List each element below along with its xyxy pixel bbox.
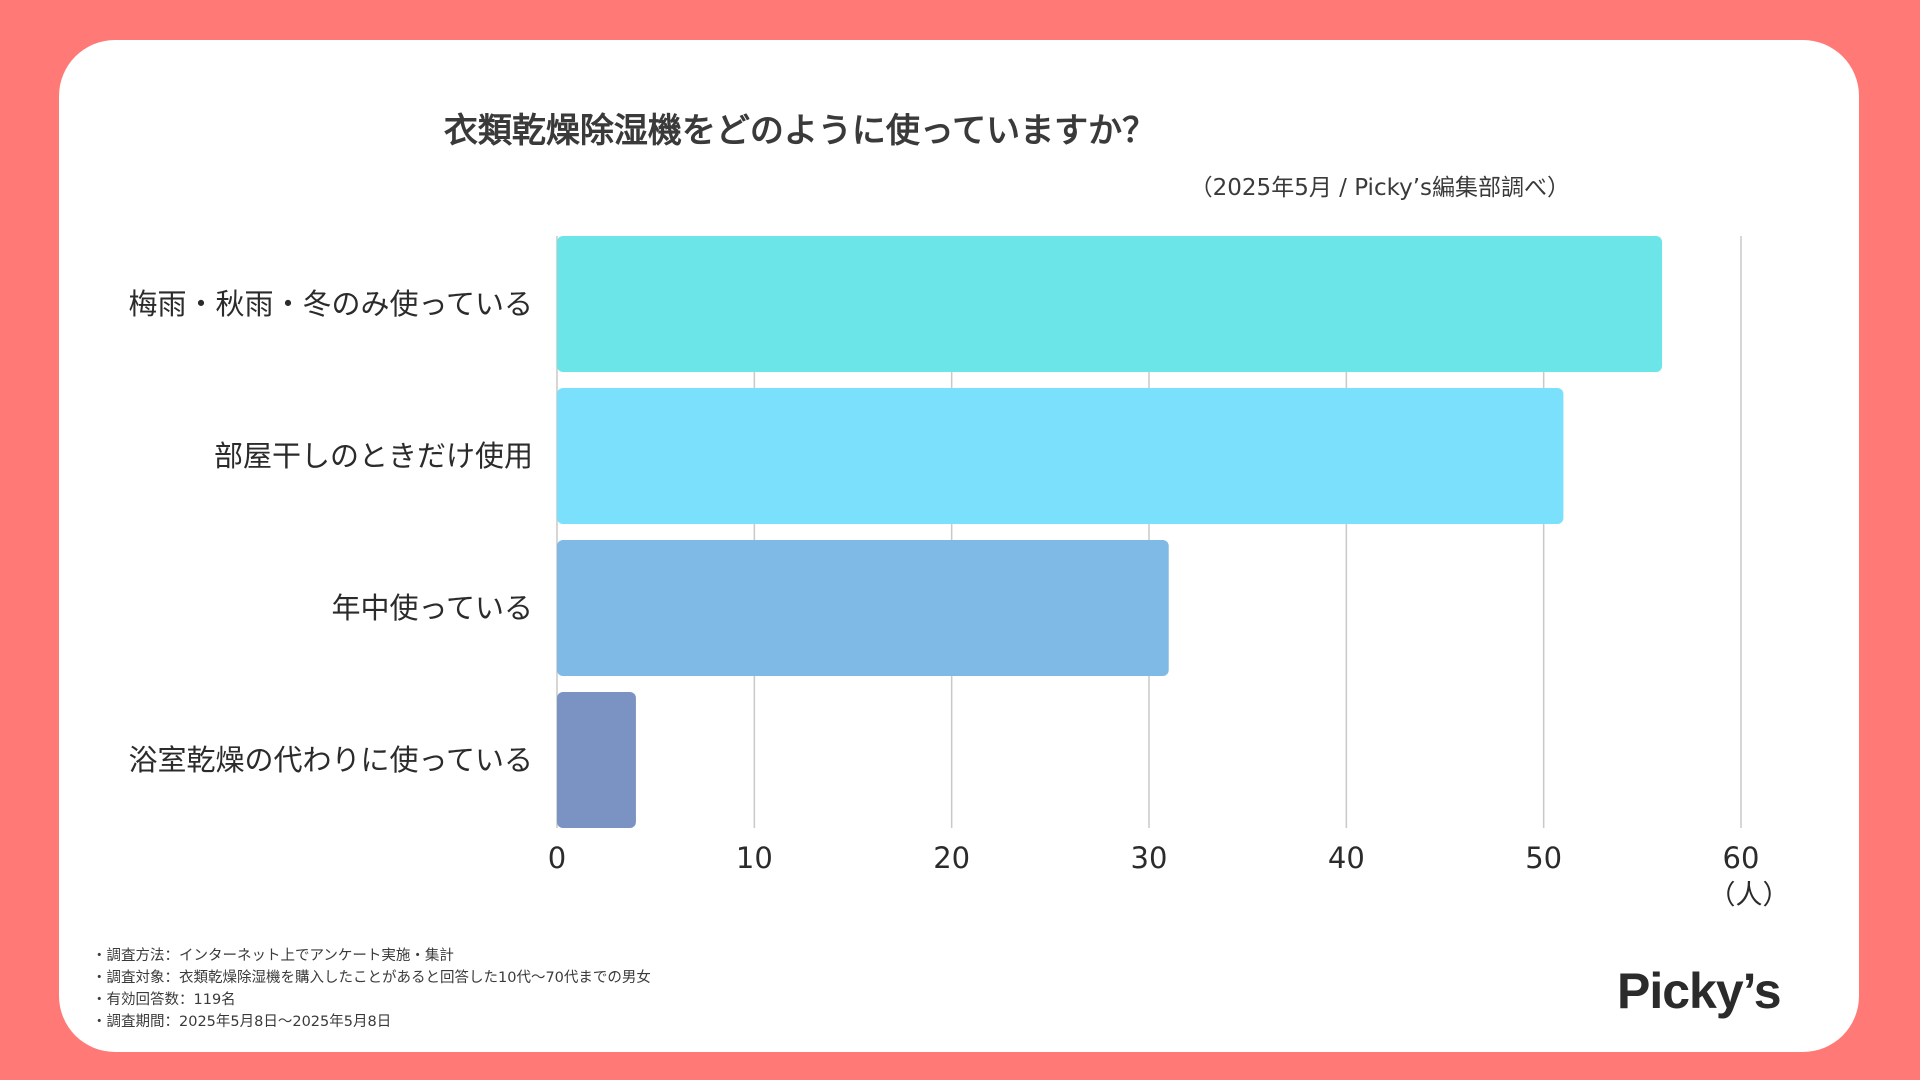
category-label-0: 梅雨・秋雨・冬のみ使っている xyxy=(128,287,533,321)
note-period: ・調査期間：2025年5月8日〜2025年5月8日 xyxy=(92,1014,392,1030)
chart-title: 衣類乾燥除湿機をどのように使っていますか？ xyxy=(443,111,1157,151)
x-tick-label-2: 20 xyxy=(933,841,970,875)
x-tick-label-6: 60 xyxy=(1723,841,1760,875)
x-axis-unit-label: （人） xyxy=(1709,880,1790,911)
note-responses: ・有効回答数：119名 xyxy=(92,992,236,1008)
note-method: ・調査方法：インターネット上でアンケート実施・集計 xyxy=(92,948,454,964)
x-tick-label-4: 40 xyxy=(1328,841,1365,875)
category-label-2: 年中使っている xyxy=(331,591,533,625)
x-tick-label-0: 0 xyxy=(548,841,566,875)
chart-source: （2025年5月 / Picky’s編集部調べ） xyxy=(1189,175,1570,201)
x-tick-label-1: 10 xyxy=(736,841,773,875)
bar-1 xyxy=(557,388,1564,524)
x-tick-label-5: 50 xyxy=(1525,841,1562,875)
category-label-1: 部屋干しのときだけ使用 xyxy=(214,439,533,473)
bar-2 xyxy=(557,540,1169,676)
note-target: ・調査対象：衣類乾燥除湿機を購入したことがあると回答した10代〜70代までの男女 xyxy=(92,970,651,986)
category-label-3: 浴室乾燥の代わりに使っている xyxy=(128,743,533,777)
pickys-logo: Picky’s xyxy=(1617,963,1782,1019)
x-tick-label-3: 30 xyxy=(1131,841,1168,875)
survey-notes: ・調査方法：インターネット上でアンケート実施・集計 ・調査対象：衣類乾燥除湿機を… xyxy=(92,945,651,1033)
bar-3 xyxy=(557,692,636,828)
bar-0 xyxy=(557,236,1663,372)
